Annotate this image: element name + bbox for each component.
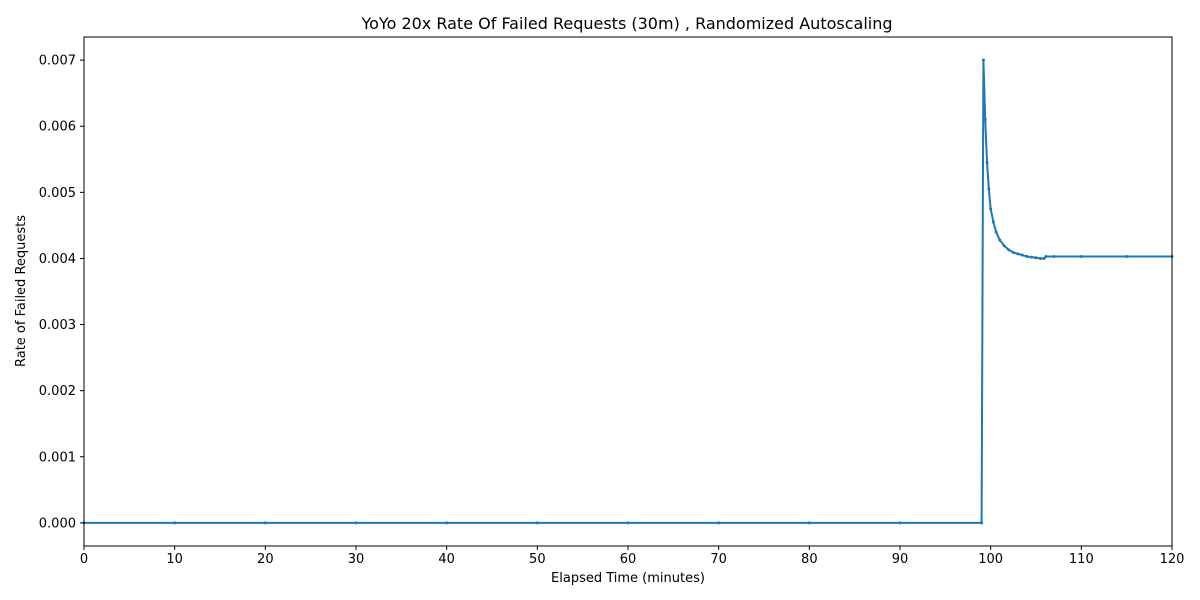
series-line [84, 59, 1172, 524]
y-tick-label: 0.000 [39, 516, 76, 531]
data-point [1016, 252, 1020, 256]
data-point [981, 58, 985, 62]
y-tick-label: 0.006 [39, 120, 76, 135]
x-tick-label: 70 [710, 552, 727, 567]
data-point [1029, 255, 1033, 259]
data-point [898, 521, 902, 525]
x-tick-label: 110 [1069, 552, 1094, 567]
y-tick-label: 0.003 [39, 318, 76, 333]
y-tick-label: 0.001 [39, 450, 76, 465]
x-tick-label: 50 [529, 552, 546, 567]
data-point [1044, 254, 1048, 258]
plot-area [82, 58, 1174, 525]
x-tick-label: 10 [166, 552, 183, 567]
y-tick-label: 0.007 [39, 54, 76, 69]
data-point [173, 521, 177, 525]
data-point [987, 187, 991, 191]
data-point [535, 521, 539, 525]
data-point [1079, 254, 1083, 258]
data-point [1007, 248, 1011, 252]
data-point [807, 521, 811, 525]
data-point [626, 521, 630, 525]
data-point [998, 238, 1002, 242]
data-point [991, 220, 995, 224]
data-point [983, 118, 987, 122]
data-point [263, 521, 267, 525]
data-point [1052, 254, 1056, 258]
data-point [985, 161, 989, 165]
y-axis: 0.000 0.001 0.002 0.003 0.004 0.005 0.006 0.007 [39, 54, 84, 531]
data-point [717, 521, 721, 525]
x-tick-label: 100 [978, 552, 1003, 567]
data-point [445, 521, 449, 525]
y-tick-label: 0.004 [39, 252, 76, 267]
x-tick-label: 20 [257, 552, 274, 567]
x-axis: 0 10 20 30 40 50 60 70 80 90 100 110 120 [80, 546, 1185, 567]
data-point [1039, 256, 1043, 260]
data-point [1034, 256, 1038, 260]
x-tick-label: 60 [620, 552, 637, 567]
data-point [1125, 254, 1129, 258]
data-point [1025, 254, 1029, 258]
y-tick-label: 0.002 [39, 384, 76, 399]
x-tick-label: 90 [892, 552, 909, 567]
data-point [1011, 250, 1015, 254]
data-point [1020, 253, 1024, 257]
y-tick-label: 0.005 [39, 186, 76, 201]
x-tick-label: 0 [80, 552, 88, 567]
y-axis-label: Rate of Failed Requests [14, 215, 29, 367]
data-point [1042, 256, 1046, 260]
chart-title: YoYo 20x Rate Of Failed Requests (30m) ,… [360, 14, 892, 33]
x-tick-label: 40 [438, 552, 455, 567]
data-point [1002, 244, 1006, 248]
data-point [354, 521, 358, 525]
x-axis-label: Elapsed Time (minutes) [551, 571, 705, 586]
x-tick-label: 120 [1160, 552, 1185, 567]
data-point [980, 521, 984, 525]
plot-frame [83, 36, 1173, 547]
x-tick-label: 30 [348, 552, 365, 567]
x-tick-label: 80 [801, 552, 818, 567]
data-point [989, 207, 993, 211]
data-point [994, 230, 998, 234]
